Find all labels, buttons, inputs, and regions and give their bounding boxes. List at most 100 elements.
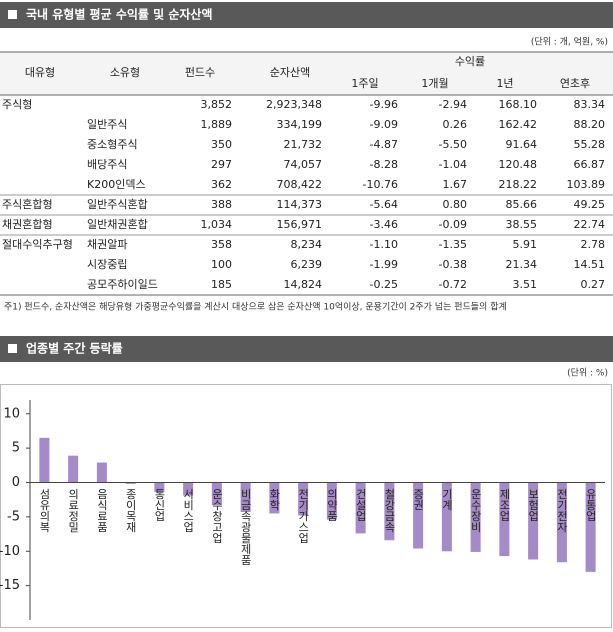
cell: 1,034 (201, 218, 233, 231)
cell: 156,971 (277, 218, 323, 231)
header-icon (8, 344, 17, 353)
x-tick-label: 철강금속 (383, 488, 396, 532)
x-tick-label: 전기전자 (555, 488, 568, 532)
cell: 103.89 (567, 178, 606, 191)
header-cell: 대유형 (25, 66, 55, 79)
x-tick-label: 의약품 (325, 488, 338, 521)
cell: -0.25 (370, 278, 398, 291)
cell: -10.76 (363, 178, 398, 191)
sub-cell: K200인덱스 (87, 178, 146, 191)
sub-cell: 중소형주식 (87, 138, 138, 151)
x-tick-label: 섬유의복 (38, 488, 51, 533)
header-cell: 연초후 (560, 77, 590, 90)
sub-cell: 일반채권혼합 (87, 217, 148, 231)
cell: -9.96 (370, 98, 398, 111)
cell: -1.04 (439, 158, 467, 171)
cell: -1.10 (370, 238, 398, 251)
x-tick-label: 제조업 (498, 488, 511, 521)
cell: 114,373 (277, 198, 323, 211)
sub-cell: 일반주식혼합 (87, 197, 148, 211)
x-tick-label: 운수창고업 (210, 488, 223, 543)
bar (384, 482, 395, 541)
cell: 388 (211, 198, 232, 211)
bar (499, 482, 510, 557)
cell: 2,923,348 (266, 98, 322, 111)
header-cell: 1주일 (351, 76, 378, 90)
section-header-bar (0, 336, 613, 362)
bar (39, 437, 50, 483)
cell: 21,732 (284, 138, 323, 151)
bar (68, 455, 79, 483)
x-tick-label: 화학 (268, 488, 281, 510)
bar (585, 482, 596, 572)
cell: -2.94 (439, 98, 467, 111)
cell: 162.42 (499, 118, 538, 131)
cell: 38.55 (506, 218, 538, 231)
cell: 0.27 (581, 278, 606, 291)
cell: -0.38 (439, 258, 467, 271)
cell: 21.34 (506, 258, 538, 271)
footnote: 주1) 펀드수, 순자산액은 해당유형 가중평균수익률을 계산시 대상으로 삼은… (4, 301, 507, 313)
x-tick-label: 유통업 (584, 488, 597, 521)
x-tick-label: 전기가스업 (297, 488, 310, 543)
x-tick-label: 서비스업 (182, 488, 195, 532)
cell: 5.91 (513, 238, 538, 251)
header-cell: 수익률 (455, 55, 485, 68)
y-tick-label: 10 (3, 406, 20, 421)
cell: -8.28 (370, 158, 398, 171)
bar (125, 482, 136, 484)
cell: 100 (211, 258, 232, 271)
cell: 1,889 (201, 118, 233, 131)
cell: 168.10 (499, 98, 538, 111)
x-tick-label: 비금속광물제품 (239, 488, 252, 565)
y-tick-label: 0 (12, 475, 20, 490)
x-tick-label: 운수장비 (469, 488, 482, 532)
section-title: 국내 유형별 평균 수익률 및 순자산액 (26, 7, 213, 22)
unit-label: (단위 : 개, 억원, %) (531, 36, 608, 48)
cell: 14,824 (284, 278, 323, 291)
cell: 3.51 (513, 278, 538, 291)
cell: -0.72 (439, 278, 467, 291)
cell: 22.74 (574, 218, 606, 231)
y-tick-label: -15 (0, 578, 20, 593)
x-tick-label: 보험업 (527, 488, 540, 521)
bar (211, 482, 222, 506)
cell: 85.66 (506, 198, 538, 211)
header-cell: 펀드수 (185, 66, 215, 79)
bar (470, 482, 481, 552)
cell: -1.35 (439, 238, 467, 251)
cell: 334,199 (277, 118, 323, 131)
cell: 88.20 (574, 118, 606, 131)
cell: 297 (211, 158, 232, 171)
cell: -4.87 (370, 138, 398, 151)
unit-label: (단위 : %) (567, 368, 608, 379)
y-tick-label: 5 (12, 441, 20, 456)
cell: 14.51 (574, 258, 606, 271)
bar (154, 482, 165, 493)
bar (96, 462, 107, 483)
sub-cell: 배당주식 (87, 158, 127, 171)
bar (298, 482, 309, 516)
cell: 0.80 (443, 198, 468, 211)
bar (183, 482, 194, 496)
cell: 91.64 (506, 138, 538, 151)
bar (355, 482, 366, 534)
x-tick-label: 건설업 (354, 488, 367, 521)
header-cell: 1년 (496, 77, 513, 90)
x-tick-label: 의료정밀 (67, 488, 80, 532)
bar (413, 482, 424, 549)
header-cell: 1개월 (421, 77, 448, 90)
header-bg (0, 52, 613, 95)
cell: 55.28 (574, 138, 606, 151)
x-tick-label: 증권 (412, 489, 425, 511)
bar (528, 482, 539, 560)
x-tick-label: 통신업 (153, 488, 166, 521)
cell: 218.22 (499, 178, 538, 191)
bar (556, 482, 567, 563)
group-cell: 절대수익추구형 (2, 238, 73, 251)
sub-cell: 일반주식 (87, 117, 127, 131)
x-tick-label: 음식료품 (95, 488, 108, 532)
section-title: 업종별 주간 등락률 (26, 341, 123, 356)
header-cell: 소유형 (110, 66, 140, 79)
